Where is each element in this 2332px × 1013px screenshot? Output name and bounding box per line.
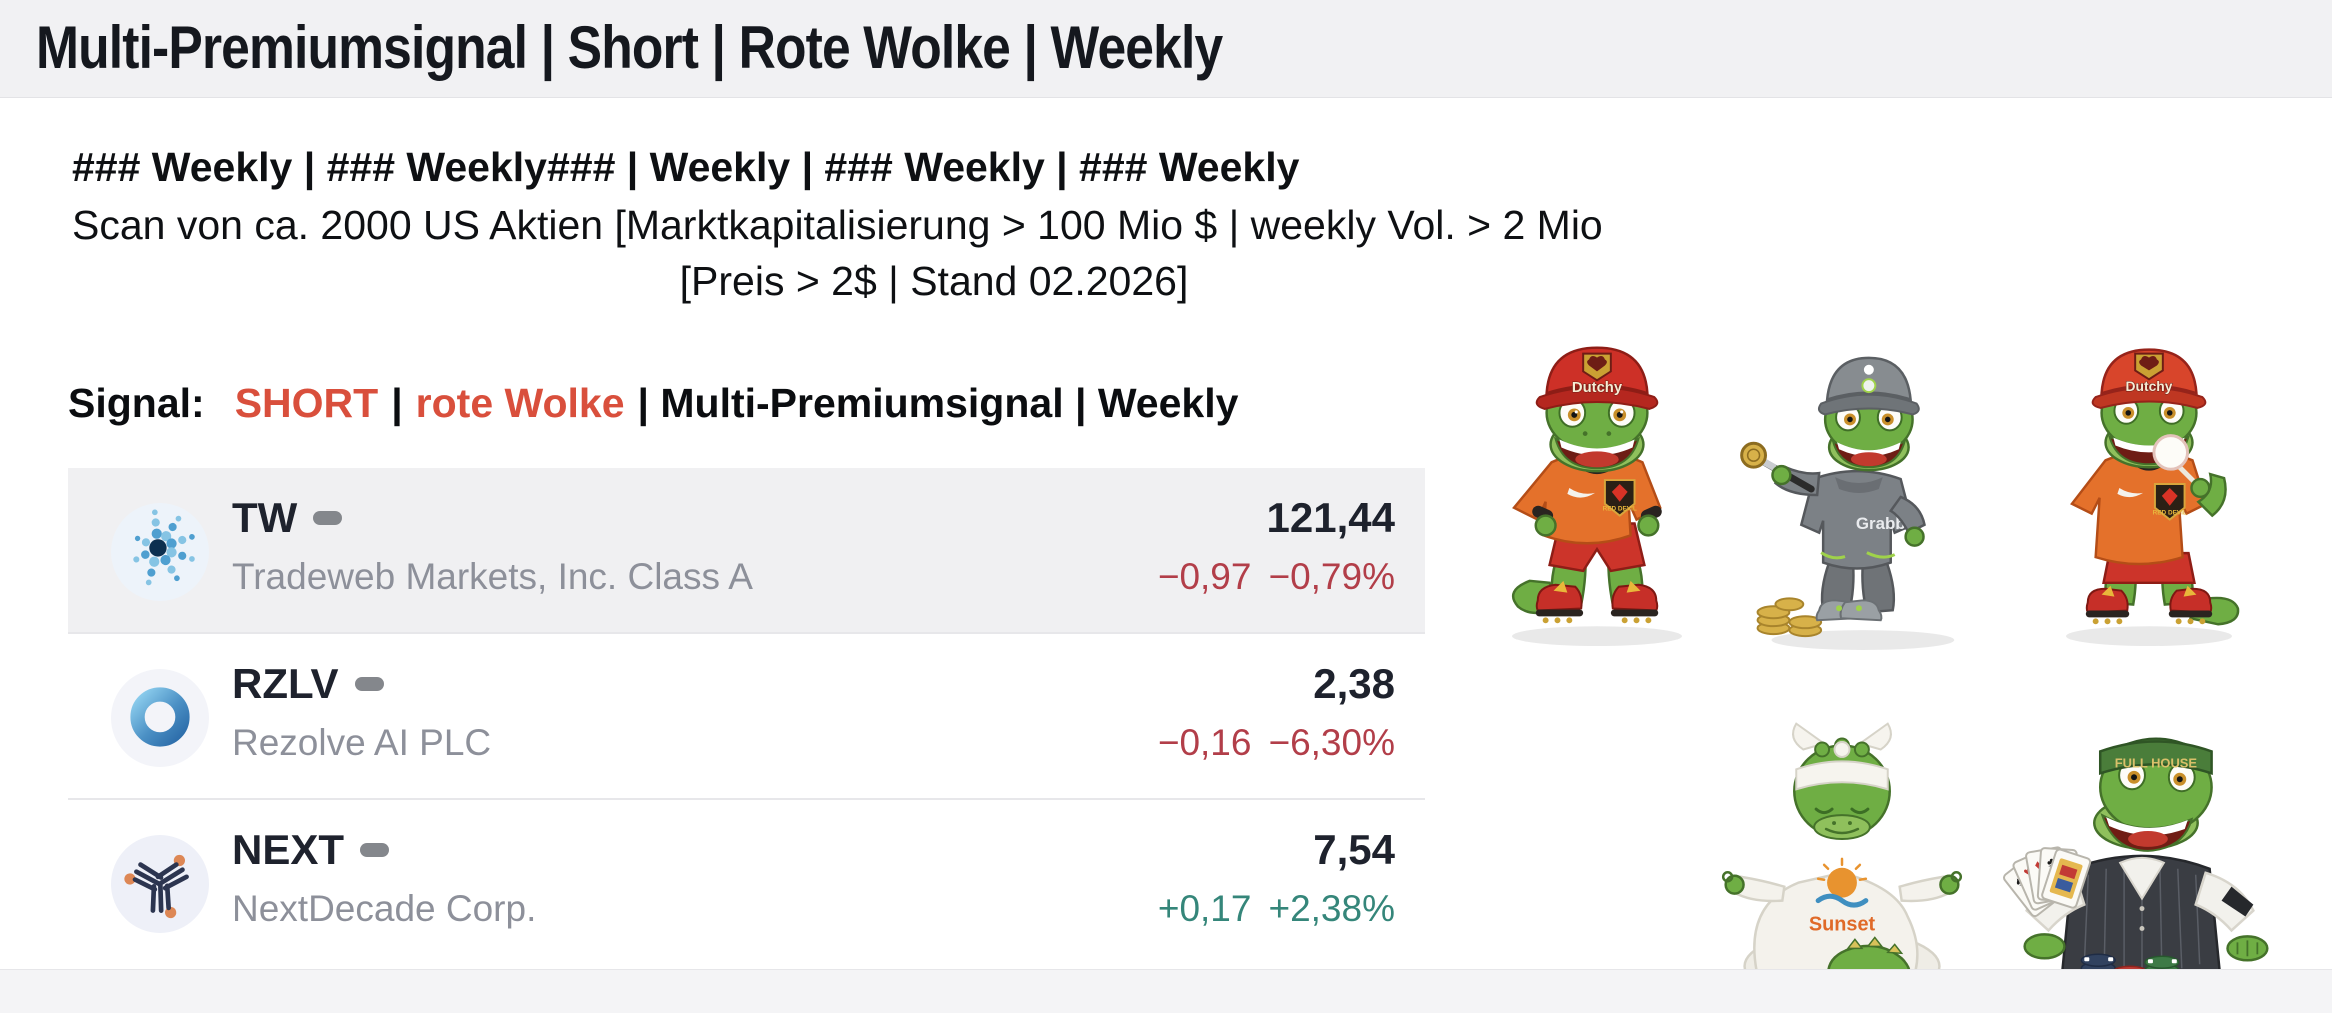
signal-separator: |: [391, 380, 403, 426]
stock-change: −0,16 −6,30%: [1141, 722, 1395, 764]
svg-text:♦: ♦: [2033, 856, 2042, 872]
svg-text:Dutchy: Dutchy: [1572, 380, 1623, 396]
market-status-icon: [313, 511, 343, 525]
signal-rest: | Multi-Premiumsignal | Weekly: [637, 380, 1239, 426]
signal-cloud: rote Wolke: [415, 380, 625, 426]
bottom-band: [0, 969, 2332, 1013]
svg-text:Sunset: Sunset: [1809, 913, 1876, 935]
mascot-dutchy-lollipop-image: RED DEVIL Dutchy: [2048, 322, 2250, 648]
stock-change: −0,97 −0,79%: [1141, 556, 1395, 598]
svg-text:RED DEVIL: RED DEVIL: [2153, 510, 2187, 517]
change-percent: +2,38%: [1268, 888, 1395, 929]
rezolve-logo-icon: [111, 669, 209, 767]
ticker-symbol: TW: [232, 494, 298, 541]
watchlist-row-next[interactable]: NEXT NextDecade Corp. 7,54 +0,17 +2,38%: [68, 798, 1425, 964]
ticker-symbol: RZLV: [232, 660, 339, 707]
ticker-symbol: NEXT: [232, 826, 345, 873]
market-status-icon: [354, 677, 384, 691]
signal-direction: SHORT: [234, 380, 379, 426]
nextdecade-logo-icon: [111, 835, 209, 933]
change-percent: −0,79%: [1268, 556, 1395, 597]
stock-price: 121,44: [1266, 494, 1395, 541]
svg-text:Dutchy: Dutchy: [2126, 378, 2173, 394]
stock-price: 2,38: [1313, 660, 1395, 707]
mascot-dutchy-footballer-image: RED DEVIL Dutchy: [1488, 322, 1706, 648]
mascot-grabber-image: Grabber: [1716, 330, 1978, 650]
watchlist-row-tw[interactable]: TW Tradeweb Markets, Inc. Class A 121,44…: [68, 468, 1425, 632]
svg-text:FULL HOUSE: FULL HOUSE: [2115, 755, 2198, 770]
company-name: Rezolve AI PLC: [232, 722, 492, 763]
change-absolute: −0,97: [1157, 556, 1252, 597]
title-bar: Multi-Premiumsignal | Short | Rote Wolke…: [0, 0, 2332, 98]
page-title: Multi-Premiumsignal | Short | Rote Wolke…: [36, 14, 1223, 81]
change-percent: −6,30%: [1268, 722, 1395, 763]
signal-line: Signal: SHORT | rote Wolke | Multi-Premiumsi…: [68, 380, 1251, 427]
svg-text:RED DEVIL: RED DEVIL: [1603, 506, 1637, 513]
stock-price: 7,54: [1313, 826, 1395, 873]
intro-heading: ### Weekly | ### Weekly### | Weekly | ##…: [72, 144, 1300, 190]
market-status-icon: [360, 843, 390, 857]
watchlist: TW Tradeweb Markets, Inc. Class A 121,44…: [68, 468, 1425, 964]
scan-description-line2: [Preis > 2$ | Stand 02.2026]: [679, 258, 1189, 304]
mascot-sunset-meditating-image: Sunset: [1712, 658, 1972, 1010]
watchlist-row-rzlv[interactable]: RZLV Rezolve AI PLC 2,38 −0,16 −6,30%: [68, 632, 1425, 798]
change-absolute: +0,17: [1157, 888, 1252, 929]
mascot-full-house-poker-image: ♠ ♥ ♦ ♣ FULL HOUSE: [1980, 648, 2300, 1010]
change-absolute: −0,16: [1157, 722, 1252, 763]
stock-change: +0,17 +2,38%: [1141, 888, 1395, 930]
company-name: NextDecade Corp.: [232, 888, 537, 929]
scan-description-line1: Scan von ca. 2000 US Aktien [Marktkapita…: [72, 202, 1603, 248]
tradeweb-logo-icon: [111, 503, 209, 601]
company-name: Tradeweb Markets, Inc. Class A: [232, 556, 753, 597]
signal-label: Signal:: [68, 380, 205, 426]
